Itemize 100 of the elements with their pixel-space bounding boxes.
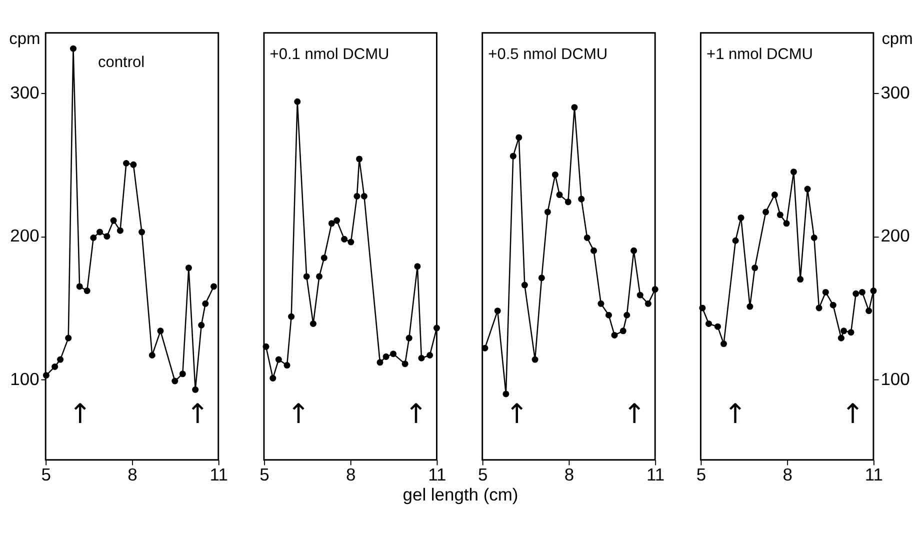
annotation: control [98, 54, 145, 71]
point [590, 247, 598, 254]
point [838, 334, 844, 342]
x-tick-label: 11 [428, 464, 446, 485]
point [96, 228, 103, 236]
point [870, 288, 877, 294]
point [521, 282, 528, 288]
point [116, 227, 124, 234]
point [376, 359, 384, 366]
x-tick-label: 11 [646, 464, 665, 485]
point [341, 236, 348, 242]
point [294, 98, 301, 105]
point [122, 160, 130, 166]
point [830, 302, 836, 308]
point [584, 234, 590, 242]
point [356, 156, 363, 162]
point [858, 288, 866, 296]
y-axis-title: cpm [9, 30, 40, 48]
point [624, 312, 630, 318]
point [402, 360, 408, 368]
annotation: ↑ [841, 398, 864, 430]
point [90, 234, 97, 242]
point [746, 303, 754, 310]
point [810, 234, 818, 242]
point [699, 304, 706, 312]
point [426, 352, 434, 359]
point [390, 350, 397, 358]
annotation: ↑ [724, 398, 747, 430]
point [192, 386, 199, 393]
y-tick-label: 200 [10, 226, 40, 246]
point [354, 192, 360, 200]
x-tick-label: 8 [346, 464, 356, 485]
point [776, 212, 784, 218]
point [752, 264, 758, 272]
y-tick-label: 300 [10, 82, 40, 102]
point [418, 354, 425, 362]
point [532, 356, 538, 363]
point [320, 254, 328, 262]
point [65, 334, 72, 342]
point [538, 274, 545, 282]
annotation: +0.1 nmol DCMU [270, 46, 390, 64]
point [185, 264, 192, 272]
point [652, 286, 658, 293]
point [790, 168, 797, 176]
annotation: ↑ [404, 398, 428, 430]
point [360, 192, 368, 200]
point [494, 308, 501, 314]
x-tick-label: 5 [478, 464, 488, 485]
point [433, 324, 440, 332]
point [130, 161, 137, 168]
point [275, 356, 282, 363]
x-tick-label: 8 [564, 464, 574, 485]
point [482, 344, 488, 352]
point [70, 45, 77, 52]
point [316, 273, 323, 280]
point [578, 196, 585, 202]
point [797, 276, 804, 283]
point [516, 134, 522, 141]
point [334, 217, 340, 224]
point [310, 320, 316, 327]
annotation: ↑ [622, 398, 646, 430]
x-tick-label: 11 [210, 464, 228, 485]
annotation: ↑ [506, 398, 528, 430]
point [598, 300, 604, 307]
point [303, 273, 310, 280]
point [42, 372, 50, 379]
point [138, 228, 146, 236]
x-axis-title: gel length (cm) [402, 484, 518, 504]
point [57, 356, 64, 363]
point [52, 363, 58, 370]
point [771, 192, 778, 198]
point [816, 304, 822, 312]
point [552, 171, 558, 178]
x-tick-label: 11 [864, 464, 883, 485]
x-tick-label: 5 [696, 464, 706, 485]
point [84, 288, 90, 294]
y2-tick-label: 200 [880, 226, 910, 246]
x-tick-label: 5 [260, 464, 270, 485]
point [110, 217, 117, 224]
point [714, 323, 721, 330]
x-tick-label: 5 [41, 464, 51, 485]
point [571, 104, 578, 111]
point [636, 292, 644, 298]
point [198, 322, 205, 328]
point [104, 233, 110, 240]
point [544, 208, 551, 216]
point [76, 283, 83, 290]
annotation: +0.5 nmol DCMU [488, 46, 608, 64]
point [804, 186, 811, 192]
annotation: ↑ [68, 398, 92, 430]
point [840, 328, 848, 334]
point [284, 362, 290, 369]
point [783, 220, 790, 227]
point [644, 300, 652, 307]
point [822, 288, 829, 296]
point [848, 329, 854, 336]
point [148, 352, 156, 359]
point [157, 328, 164, 334]
point [179, 370, 186, 378]
point [288, 313, 295, 320]
